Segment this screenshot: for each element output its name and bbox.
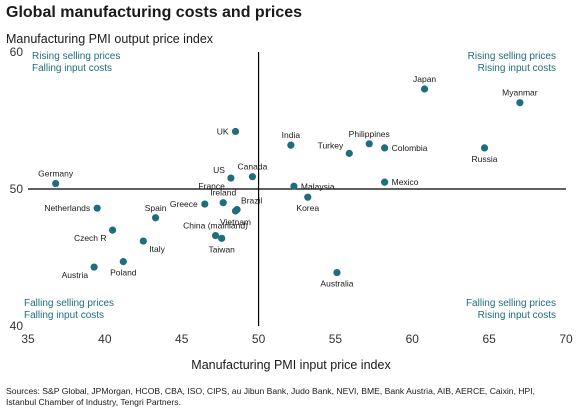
data-point-turkey [345, 149, 353, 157]
y-tick-label: 60 [10, 45, 24, 59]
point-label-japan: Japan [413, 74, 436, 84]
data-point-malaysia [290, 182, 298, 190]
x-axis-label: Manufacturing PMI input price index [191, 358, 391, 372]
x-tick-label: 50 [252, 332, 266, 346]
point-label-us: US [213, 165, 225, 175]
data-point-india [287, 141, 295, 149]
point-label-turkey: Turkey [318, 140, 344, 150]
data-point-japan [420, 85, 429, 93]
point-label-greece: Greece [170, 199, 198, 209]
point-label-malaysia: Malaysia [301, 181, 335, 191]
point-label-china-mainland: China (mainland) [183, 221, 248, 231]
chart-title: Global manufacturing costs and prices [6, 4, 303, 21]
quadrant-label-top-left: Rising selling prices [32, 51, 120, 62]
data-point-france [227, 174, 235, 182]
quadrant-label-bottom-right: Falling selling prices [466, 298, 556, 309]
data-point-uk [231, 127, 240, 136]
data-point-ireland [219, 199, 227, 207]
point-label-italy: Italy [149, 244, 165, 254]
data-point-russia [480, 144, 489, 152]
data-point-greece [201, 200, 209, 208]
data-point-austria [90, 263, 98, 271]
data-point-myanmar [516, 99, 524, 107]
data-point-poland [119, 258, 127, 266]
point-label-brazil: Brazil [241, 196, 262, 206]
x-tick-label: 55 [329, 332, 343, 346]
sources-note: Sources: S&P Global, JPMorgan, HCOB, CBA… [6, 386, 536, 407]
point-label-philippines: Philippines [349, 129, 390, 139]
point-label-czech-r: Czech R [74, 233, 107, 243]
quadrant-label-top-right: Rising input costs [478, 63, 556, 74]
point-label-australia: Australia [320, 279, 353, 289]
point-label-canada: Canada [238, 162, 268, 172]
quadrant-label-bottom-right: Rising input costs [478, 310, 556, 321]
point-label-india: India [282, 130, 301, 140]
point-label-myanmar: Myanmar [502, 88, 538, 98]
data-point-philippines [365, 140, 373, 148]
point-label-netherlands: Netherlands [44, 203, 90, 213]
x-tick-label: 40 [98, 332, 112, 346]
data-point-mexico [381, 178, 389, 186]
quadrant-label-bottom-left: Falling input costs [24, 310, 104, 321]
point-label-spain: Spain [145, 203, 167, 213]
x-tick-label: 60 [406, 332, 420, 346]
point-label-poland: Poland [110, 268, 137, 278]
point-label-france: France [198, 181, 225, 191]
y-tick-label: 50 [10, 182, 24, 196]
data-point-taiwan [218, 234, 226, 242]
x-tick-label: 70 [559, 332, 573, 346]
data-point-italy [139, 237, 147, 245]
data-point-germany [52, 179, 60, 188]
x-tick-label: 45 [175, 332, 189, 346]
point-label-korea: Korea [296, 203, 319, 213]
quadrant-label-top-right: Rising selling prices [468, 51, 556, 62]
quadrant-label-bottom-left: Falling selling prices [24, 298, 114, 309]
point-label-ireland: Ireland [210, 188, 236, 198]
y-axis-label: Manufacturing PMI output price index [6, 32, 214, 46]
point-label-uk: UK [217, 126, 229, 136]
quadrant-label-top-left: Falling input costs [32, 63, 112, 74]
data-point-australia [333, 268, 341, 277]
x-tick-label: 65 [482, 332, 496, 346]
data-point-netherlands [93, 204, 101, 212]
point-label-russia: Russia [472, 154, 498, 164]
data-point-korea [304, 193, 312, 201]
data-point-china-mainland [211, 231, 220, 240]
y-tick-label: 40 [10, 319, 24, 333]
data-point-canada [248, 173, 257, 181]
data-point-czech-r [108, 226, 117, 234]
point-label-colombia: Colombia [392, 143, 428, 153]
point-label-taiwan: Taiwan [208, 244, 235, 254]
point-label-austria: Austria [62, 270, 89, 280]
data-point-colombia [381, 144, 389, 152]
point-label-mexico: Mexico [392, 177, 419, 187]
data-point-spain [151, 214, 160, 222]
point-label-vietnam: Vietnam [220, 217, 251, 227]
point-label-germany: Germany [38, 169, 74, 179]
x-tick-label: 35 [21, 332, 35, 346]
data-point-vietnam [231, 207, 240, 215]
